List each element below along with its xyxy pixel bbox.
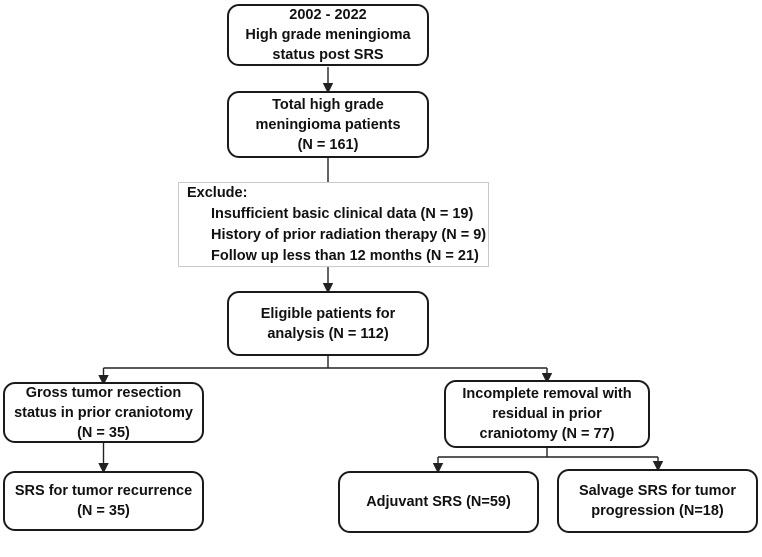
exclusion-item: Insufficient basic clinical data (N = 19… [211,205,474,222]
node-text: status in prior craniotomy [14,404,193,421]
exclusions-title: Exclude: [187,184,248,201]
node-adjuvant-srs: Adjuvant SRS (N=59) [338,471,539,533]
node-study-period: 2002 - 2022 High grade meningioma status… [227,4,429,66]
node-total-patients: Total high grade meningioma patients (N … [227,91,429,158]
node-text: (N = 35) [77,503,130,519]
node-text: Total high grade [272,96,384,113]
node-srs-recurrence: SRS for tumor recurrence (N = 35) [3,471,204,531]
node-text: Eligible patients for [260,305,396,322]
node-text: status post SRS [272,47,384,63]
node-salvage-srs: Salvage SRS for tumor progression (N=18) [557,469,758,533]
node-text: analysis (N = 112) [267,325,389,342]
exclusion-item: Follow up less than 12 months (N = 21) [211,247,479,264]
node-exclusions: Exclude: Insufficient basic clinical dat… [178,182,489,267]
node-text: Adjuvant SRS (N=59) [366,494,511,510]
node-text: High grade meningioma [245,27,411,43]
node-text: (N = 161) [297,136,359,153]
node-text: (N = 35) [77,424,130,441]
node-text: meningioma patients [255,116,401,133]
node-text: Gross tumor resection [25,384,182,401]
node-text: residual in prior [492,406,602,422]
exclusion-item: History of prior radiation therapy (N = … [211,226,487,243]
node-eligible-patients: Eligible patients for analysis (N = 112) [227,291,429,356]
node-gross-resection: Gross tumor resection status in prior cr… [3,382,204,443]
node-text: Incomplete removal with [462,386,632,402]
node-incomplete-removal: Incomplete removal with residual in prio… [444,380,650,448]
node-text: SRS for tumor recurrence [14,483,193,499]
node-text: 2002 - 2022 [289,7,367,23]
node-text: progression (N=18) [591,503,724,519]
node-text: Salvage SRS for tumor [578,483,737,499]
node-text: craniotomy (N = 77) [479,426,615,442]
